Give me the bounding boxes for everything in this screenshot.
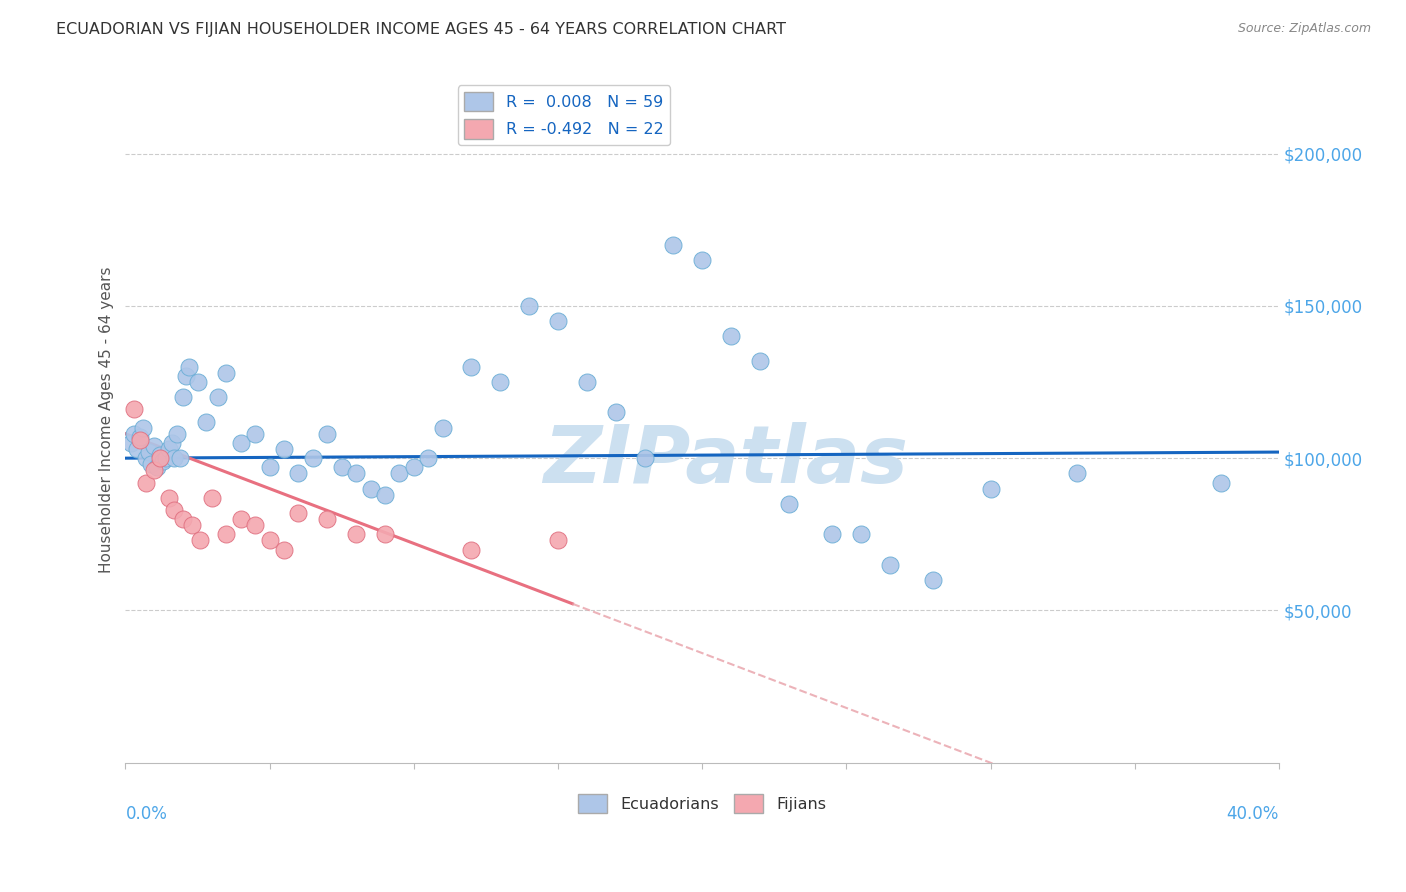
Point — [344, 527, 367, 541]
Point — [273, 542, 295, 557]
Point — [418, 451, 440, 466]
Point — [143, 463, 166, 477]
Text: ZIPatlas: ZIPatlas — [543, 422, 908, 500]
Point — [547, 314, 569, 328]
Point — [152, 454, 174, 468]
Point — [245, 518, 267, 533]
Point — [575, 375, 598, 389]
Point — [215, 527, 238, 541]
Point — [146, 460, 169, 475]
Point — [201, 491, 224, 505]
Point — [157, 442, 180, 456]
Point — [879, 558, 901, 572]
Point — [517, 299, 540, 313]
Point — [360, 482, 382, 496]
Point — [849, 527, 872, 541]
Point — [207, 390, 229, 404]
Point — [921, 573, 943, 587]
Point — [778, 497, 800, 511]
Point — [402, 460, 425, 475]
Point — [141, 457, 163, 471]
Point — [259, 533, 281, 548]
Point — [605, 405, 627, 419]
Point — [132, 420, 155, 434]
Y-axis label: Householder Income Ages 45 - 64 years: Householder Income Ages 45 - 64 years — [100, 267, 114, 574]
Point — [215, 366, 238, 380]
Point — [547, 533, 569, 548]
Point — [157, 491, 180, 505]
Point — [1211, 475, 1233, 490]
Point — [273, 442, 295, 456]
Point — [149, 451, 172, 466]
Point — [172, 390, 194, 404]
Point — [125, 442, 148, 456]
Point — [316, 426, 339, 441]
Point — [160, 436, 183, 450]
Point — [138, 445, 160, 459]
Point — [177, 359, 200, 374]
Text: Source: ZipAtlas.com: Source: ZipAtlas.com — [1237, 22, 1371, 36]
Point — [460, 542, 482, 557]
Point — [432, 420, 454, 434]
Point — [259, 460, 281, 475]
Text: 0.0%: 0.0% — [125, 805, 167, 823]
Point — [344, 467, 367, 481]
Point — [287, 506, 309, 520]
Point — [821, 527, 844, 541]
Point — [163, 503, 186, 517]
Point — [720, 329, 742, 343]
Point — [172, 512, 194, 526]
Point — [1066, 467, 1088, 481]
Point — [374, 527, 396, 541]
Point — [169, 451, 191, 466]
Point — [166, 426, 188, 441]
Text: 40.0%: 40.0% — [1226, 805, 1279, 823]
Point — [489, 375, 512, 389]
Point — [190, 533, 212, 548]
Point — [690, 253, 713, 268]
Point — [229, 512, 252, 526]
Point — [229, 436, 252, 450]
Point — [149, 448, 172, 462]
Point — [748, 353, 770, 368]
Point — [174, 368, 197, 383]
Point — [120, 436, 142, 450]
Point — [135, 451, 157, 466]
Point — [180, 518, 202, 533]
Legend: Ecuadorians, Fijians: Ecuadorians, Fijians — [572, 788, 832, 820]
Point — [245, 426, 267, 441]
Text: ECUADORIAN VS FIJIAN HOUSEHOLDER INCOME AGES 45 - 64 YEARS CORRELATION CHART: ECUADORIAN VS FIJIAN HOUSEHOLDER INCOME … — [56, 22, 786, 37]
Point — [662, 238, 685, 252]
Point — [460, 359, 482, 374]
Point — [316, 512, 339, 526]
Point — [122, 426, 145, 441]
Point — [388, 467, 411, 481]
Point — [187, 375, 209, 389]
Point — [135, 475, 157, 490]
Point — [122, 402, 145, 417]
Point — [980, 482, 1002, 496]
Point — [163, 451, 186, 466]
Point — [287, 467, 309, 481]
Point — [330, 460, 353, 475]
Point — [128, 430, 150, 444]
Point — [155, 451, 177, 466]
Point — [195, 415, 218, 429]
Point — [633, 451, 655, 466]
Point — [302, 451, 325, 466]
Point — [143, 439, 166, 453]
Point — [128, 433, 150, 447]
Point — [374, 488, 396, 502]
